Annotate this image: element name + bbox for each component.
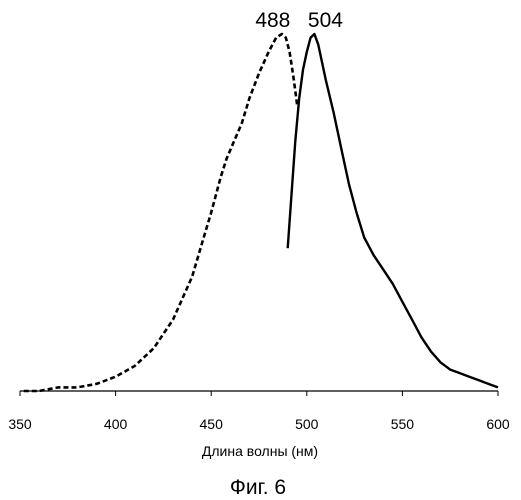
annotation-layer: 488 504	[255, 9, 343, 32]
series-line-dashed	[24, 34, 297, 391]
axis-layer: 350 400 450 500 550 600	[8, 391, 510, 432]
x-tick-label: 550	[391, 416, 415, 432]
x-tick-label: 350	[8, 416, 32, 432]
series-line-solid	[288, 34, 498, 387]
x-tick-label: 400	[104, 416, 128, 432]
x-tick-label: 500	[295, 416, 319, 432]
x-tick-label: 450	[200, 416, 224, 432]
peak-label-504: 504	[308, 9, 343, 32]
series-layer	[24, 34, 498, 391]
peak-label-488: 488	[255, 9, 290, 32]
x-axis-label: Длина волны (нм)	[202, 443, 318, 459]
x-tick-label: 600	[486, 416, 510, 432]
figure-caption: Фиг. 6	[230, 476, 286, 499]
